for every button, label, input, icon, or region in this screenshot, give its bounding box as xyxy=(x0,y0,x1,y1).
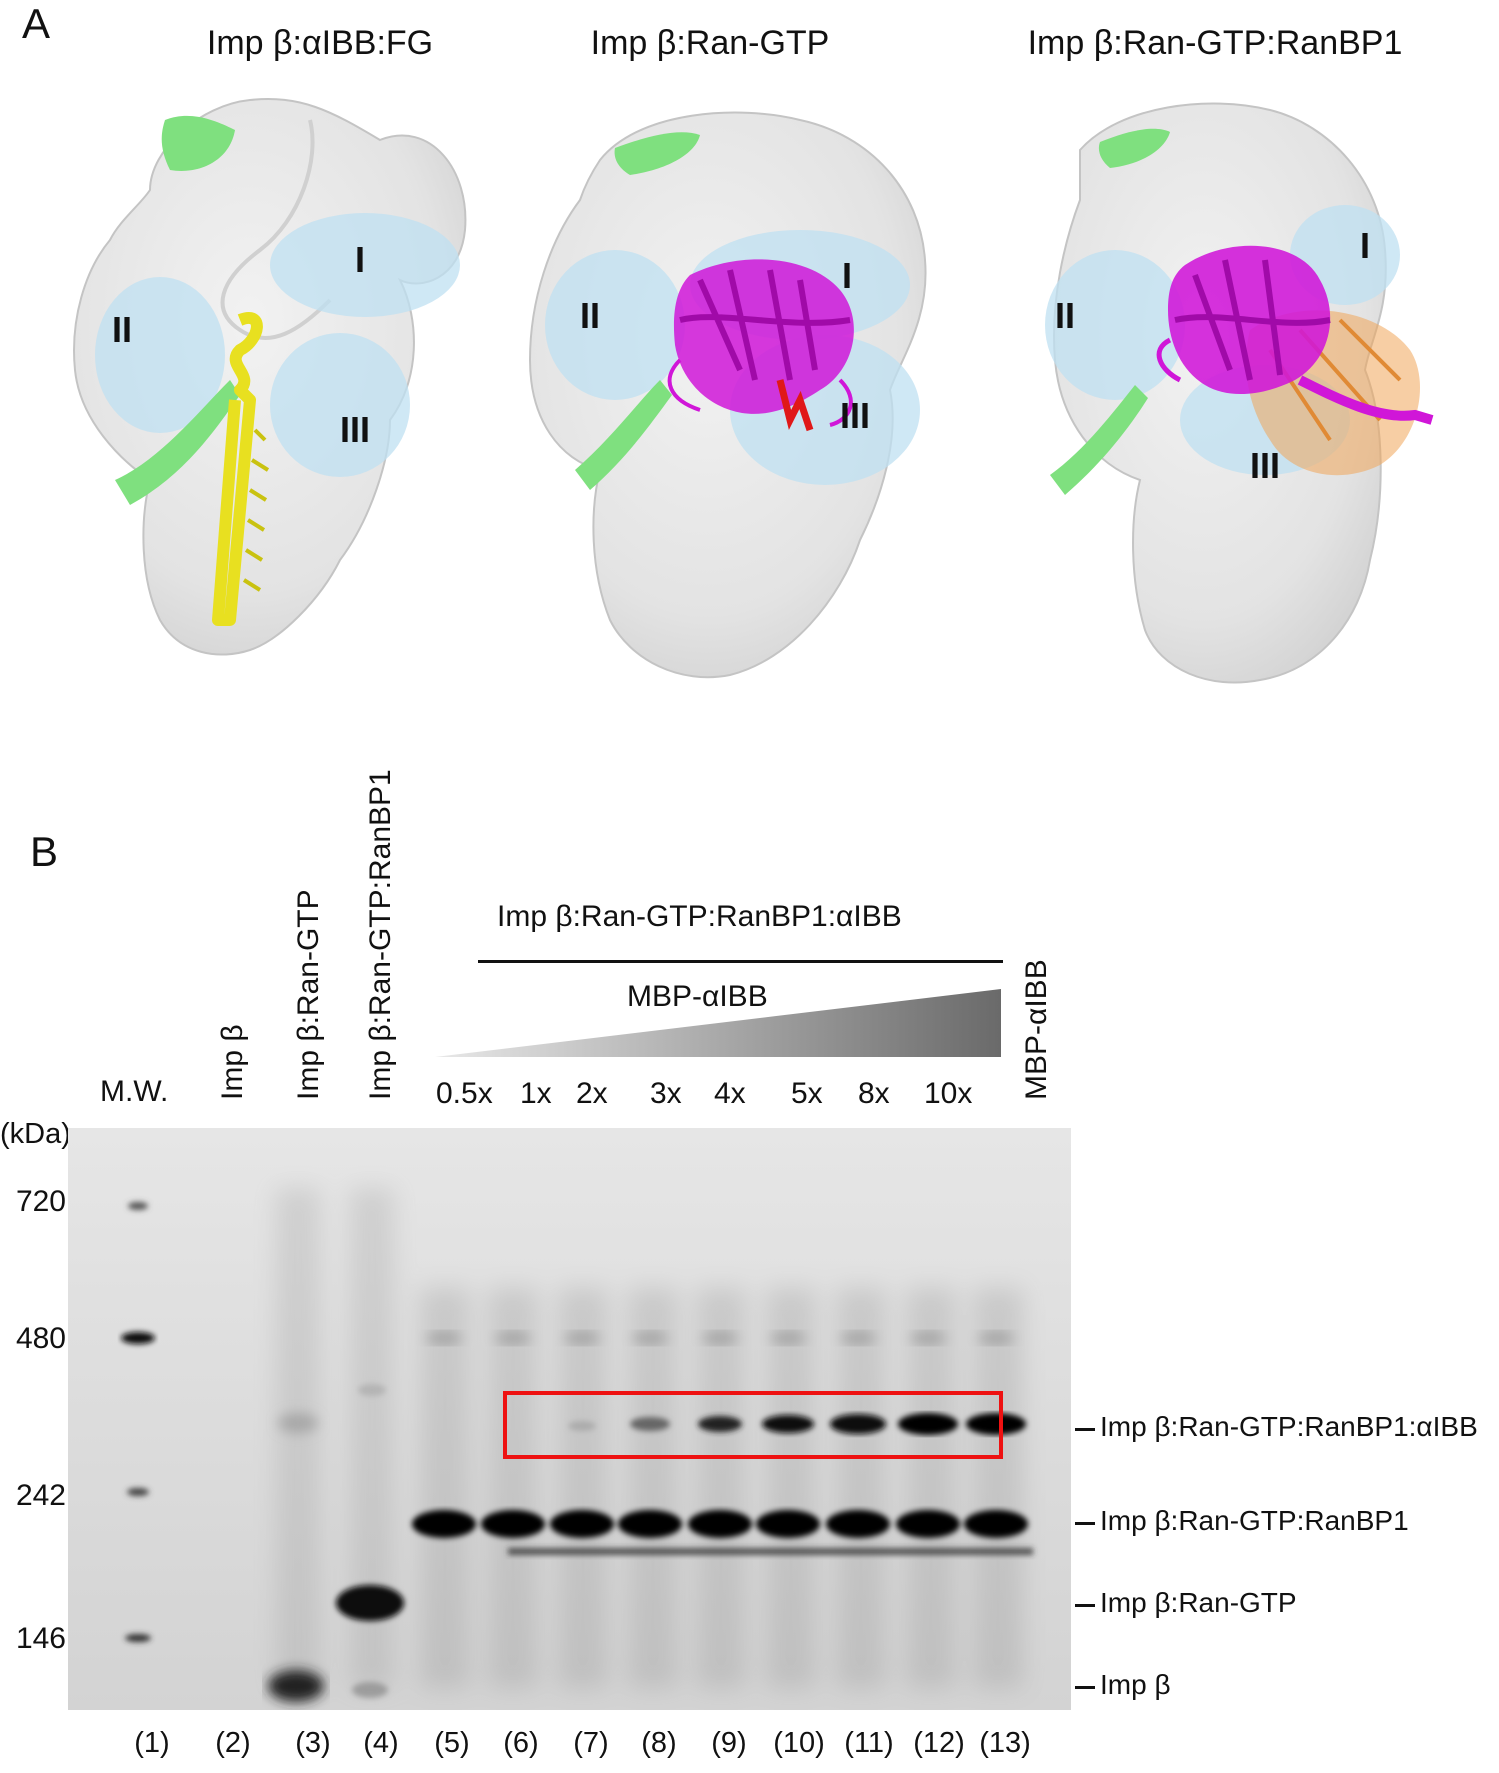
structure-title-1: Imp β:αIBB:FG xyxy=(206,24,434,62)
band-label-imp-beta: Imp β xyxy=(1100,1669,1171,1700)
gradient-label: MBP-αIBB xyxy=(627,980,768,1013)
lane-number-13: (13) xyxy=(979,1727,1031,1759)
fg-region-side-1 xyxy=(115,380,240,505)
lane-label-imp-beta: Imp β xyxy=(216,1024,249,1100)
native-gel xyxy=(68,1128,1071,1710)
marker-242: 242 xyxy=(15,1479,66,1512)
site-ii-highlight-2 xyxy=(545,250,685,400)
structure-3: I II III xyxy=(1045,102,1434,684)
lane-label-mw: M.W. xyxy=(100,1075,169,1108)
ratio-5x: 5x xyxy=(791,1077,823,1110)
imp-ran-ranbp1-bands xyxy=(412,1510,1033,1555)
band-label-binary: Imp β:Ran-GTP xyxy=(1100,1587,1297,1618)
site-label-iii-2: III xyxy=(840,395,870,436)
lane-number-5: (5) xyxy=(434,1727,470,1759)
fg-region-top-1 xyxy=(161,115,235,171)
fg-region-top-2 xyxy=(614,132,700,175)
ratio-1x: 1x xyxy=(520,1077,552,1110)
ratio-0-5x: 0.5x xyxy=(436,1077,493,1110)
ratio-8x: 8x xyxy=(858,1077,890,1110)
lane-2-bands xyxy=(268,1413,324,1702)
gtp-ligand-2 xyxy=(776,379,814,432)
fg-region-top-3 xyxy=(1098,128,1170,168)
site-label-ii-2: II xyxy=(580,295,600,336)
lane-number-4: (4) xyxy=(363,1727,399,1759)
marker-480: 480 xyxy=(15,1322,66,1355)
band-tick-2 xyxy=(1075,1522,1095,1525)
ratio-10x: 10x xyxy=(924,1077,973,1110)
lane-number-1: (1) xyxy=(134,1727,170,1759)
ran-gtp-2 xyxy=(667,259,854,432)
lane-label-imp-beta-ran-gtp-ranbp1: Imp β:Ran-GTP:RanBP1 xyxy=(364,769,397,1100)
site-ii-highlight-3 xyxy=(1045,250,1185,400)
structure-title-3: Imp β:Ran-GTP:RanBP1 xyxy=(1027,24,1403,62)
kda-unit: (kDa) xyxy=(0,1118,71,1150)
fg-region-side-2 xyxy=(575,380,672,490)
lane-number-12: (12) xyxy=(913,1727,965,1759)
site-iii-highlight-1 xyxy=(270,333,410,477)
lane-number-2: (2) xyxy=(215,1727,251,1759)
fg-region-side-3 xyxy=(1050,385,1148,495)
site-label-iii-3: III xyxy=(1250,445,1280,486)
site-label-iii-1: III xyxy=(340,409,370,450)
complex-header: Imp β:Ran-GTP:RanBP1:αIBB xyxy=(497,900,902,933)
structure-2: I II III xyxy=(528,111,927,679)
ratio-2x: 2x xyxy=(576,1077,608,1110)
complex-header-line xyxy=(478,960,1003,963)
band-tick-1 xyxy=(1075,1428,1095,1431)
site-label-i-1: I xyxy=(355,239,365,280)
panel-a-structures: I II III I II III xyxy=(73,98,1434,684)
site-label-ii-3: II xyxy=(1055,295,1075,336)
lane-label-imp-beta-ran-gtp: Imp β:Ran-GTP xyxy=(292,889,325,1100)
lane-number-11: (11) xyxy=(844,1727,894,1759)
band-tick-4 xyxy=(1075,1686,1095,1689)
structure-title-2: Imp β:Ran-GTP xyxy=(590,24,830,62)
panel-a-letter: A xyxy=(22,0,51,47)
lane-number-8: (8) xyxy=(641,1727,677,1759)
quaternary-complex-bands xyxy=(568,1413,1026,1435)
highlight-box xyxy=(503,1391,1003,1459)
band-tick-3 xyxy=(1075,1604,1095,1607)
ratio-4x: 4x xyxy=(714,1077,746,1110)
lane-number-3: (3) xyxy=(295,1727,331,1759)
gel-bands xyxy=(121,1188,1033,1702)
band-label-ternary: Imp β:Ran-GTP:RanBP1 xyxy=(1100,1505,1409,1536)
lane-number-7: (7) xyxy=(573,1727,609,1759)
band-label-quaternary: Imp β:Ran-GTP:RanBP1:αIBB xyxy=(1100,1411,1478,1442)
lane-number-6: (6) xyxy=(503,1727,539,1759)
site-label-i-2: I xyxy=(842,255,852,296)
site-label-ii-1: II xyxy=(112,309,132,350)
mw-ladder xyxy=(121,1202,155,1642)
marker-146: 146 xyxy=(15,1622,66,1655)
lane-number-9: (9) xyxy=(711,1727,747,1759)
lane-3-bands xyxy=(336,1384,404,1698)
concentration-gradient xyxy=(435,989,1001,1057)
marker-720: 720 xyxy=(15,1185,66,1218)
lane-label-mbp-alpha-ibb: MBP-αIBB xyxy=(1020,959,1053,1100)
structure-1: I II III xyxy=(73,98,467,656)
site-label-i-3: I xyxy=(1360,225,1370,266)
ratio-3x: 3x xyxy=(650,1077,682,1110)
high-mw-bands xyxy=(426,1331,1014,1345)
panel-b-letter: B xyxy=(30,828,59,875)
lane-number-10: (10) xyxy=(773,1727,825,1759)
ran-gtp-3 xyxy=(1156,245,1434,425)
site-i-highlight-1 xyxy=(270,213,460,317)
site-ii-highlight-1 xyxy=(95,277,225,433)
alpha-ibb-helix-1 xyxy=(212,312,263,626)
